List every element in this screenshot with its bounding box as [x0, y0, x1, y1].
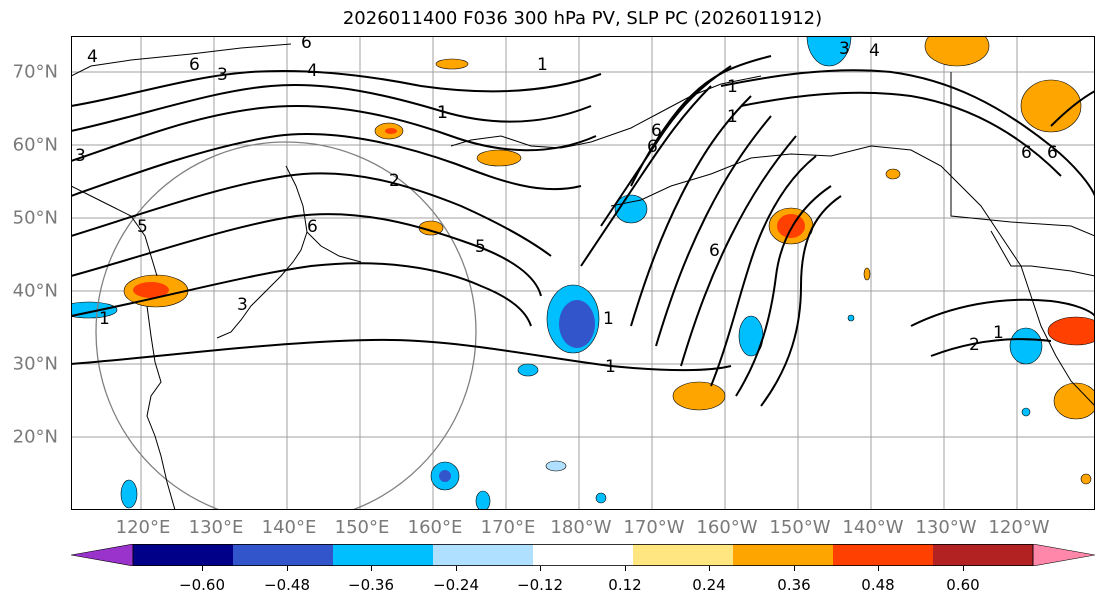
colorbar-tickmark	[625, 566, 626, 571]
contour-label: 2	[969, 335, 980, 355]
colorbar-segment	[633, 544, 734, 566]
colorbar-tickmark	[794, 566, 795, 571]
contour-label: 1	[727, 107, 738, 127]
colorbar-tick-label: 0.24	[692, 576, 726, 594]
colorbar-tick-label: −0.36	[348, 576, 394, 594]
colorbar-extend-high	[1032, 543, 1096, 567]
colorbar-tickmark	[287, 566, 288, 571]
contour-label: 1	[727, 77, 738, 97]
colorbar-segment	[433, 544, 534, 566]
contour-label: 6	[651, 121, 662, 141]
contour-label: 3	[75, 146, 86, 166]
colorbar-segment	[333, 544, 434, 566]
map-panel: 6 6 4 3 4 1 1 3 4 1 2 6 5 3 1 1 1 6 6 3 …	[71, 36, 1095, 510]
contour-label: 4	[307, 61, 318, 81]
contour-label: 6	[1047, 143, 1058, 163]
contour-label: 3	[217, 65, 228, 85]
contour-label: 3	[237, 295, 248, 315]
colorbar-tick-label: 0.60	[946, 576, 980, 594]
contour-label: 1	[437, 103, 448, 123]
contour-label: 6	[189, 55, 200, 75]
colorbar-border	[132, 544, 1034, 566]
colorbar-tick-label: −0.60	[179, 576, 225, 594]
lon-label-160w: 160°W	[696, 517, 758, 538]
lon-label-120w: 120°W	[988, 517, 1050, 538]
lon-label-120e: 120°E	[115, 517, 171, 538]
colorbar-segment	[233, 544, 334, 566]
colorbar-tick-label: 0.48	[861, 576, 895, 594]
lat-label-40n: 40°N	[12, 280, 58, 302]
contour-label: 6	[709, 241, 720, 261]
contour-label: 5	[137, 217, 148, 237]
colorbar-segment	[533, 544, 634, 566]
contour-label: 1	[437, 103, 448, 123]
colorbar-tickmark	[709, 566, 710, 571]
coastlines	[71, 43, 1095, 510]
colorbar-tick-label: −0.48	[264, 576, 310, 594]
lon-label-170w: 170°W	[623, 517, 685, 538]
contour-label: 4	[869, 41, 880, 61]
contour-label: 1	[993, 323, 1004, 343]
lon-label-150e: 150°E	[334, 517, 390, 538]
lat-label-50n: 50°N	[12, 207, 58, 229]
colorbar-tick-label: 0.12	[608, 576, 642, 594]
contour-label: 3	[839, 39, 850, 59]
contour-label: 1	[537, 55, 548, 75]
contour-label: 2	[389, 171, 400, 191]
colorbar-tickmark	[371, 566, 372, 571]
lon-label-160e: 160°E	[407, 517, 463, 538]
contour-label: 6	[301, 36, 312, 53]
contour-label: 1	[603, 309, 614, 329]
reference-circle	[95, 141, 477, 510]
colorbar-tick-label: −0.12	[517, 576, 563, 594]
contours	[71, 55, 1095, 407]
pv-shading	[71, 36, 1095, 510]
contour-label: 1	[99, 309, 110, 329]
colorbar-svg	[70, 543, 1096, 567]
lon-label-130e: 130°E	[188, 517, 244, 538]
colorbar-tickmark	[456, 566, 457, 571]
contour-label: 5	[475, 237, 486, 257]
colorbar-segment	[933, 544, 1034, 566]
colorbar-tickmark	[963, 566, 964, 571]
colorbar-extend-low	[70, 543, 134, 567]
map-svg: 6 6 4 3 4 1 1 3 4 1 2 6 5 3 1 1 1 6 6 3 …	[71, 36, 1095, 510]
colorbar	[70, 543, 1096, 567]
lat-label-30n: 30°N	[12, 353, 58, 375]
lon-label-140e: 140°E	[261, 517, 317, 538]
colorbar-tick-label: −0.24	[433, 576, 479, 594]
lon-label-180w: 180°W	[550, 517, 612, 538]
colorbar-tickmark	[540, 566, 541, 571]
graticule	[71, 36, 1095, 510]
contour-label: 6	[307, 217, 318, 237]
map-title: 2026011400 F036 300 hPa PV, SLP PC (2026…	[342, 8, 823, 29]
lon-label-140w: 140°W	[842, 517, 904, 538]
contour-label: 6	[1021, 143, 1032, 163]
lon-label-170e: 170°E	[480, 517, 536, 538]
lon-label-130w: 130°W	[915, 517, 977, 538]
colorbar-segment	[133, 544, 234, 566]
lat-label-70n: 70°N	[12, 61, 58, 83]
colorbar-tickmark	[202, 566, 203, 571]
colorbar-tick-label: 0.36	[777, 576, 811, 594]
contour-label: 6	[647, 137, 658, 157]
colorbar-tickmark	[878, 566, 879, 571]
map-border	[71, 36, 1095, 510]
contour-label: 4	[87, 47, 98, 67]
colorbar-segment	[733, 544, 834, 566]
colorbar-segment	[833, 544, 934, 566]
contour-label: 1	[605, 357, 616, 377]
lon-label-150w: 150°W	[769, 517, 831, 538]
lat-label-20n: 20°N	[12, 426, 58, 448]
lat-label-60n: 60°N	[12, 134, 58, 156]
contour-labels: 6 6 4 3 4 1 1 3 4 1 2 6 5 3 1 1 1 6 6 3 …	[75, 36, 1058, 377]
